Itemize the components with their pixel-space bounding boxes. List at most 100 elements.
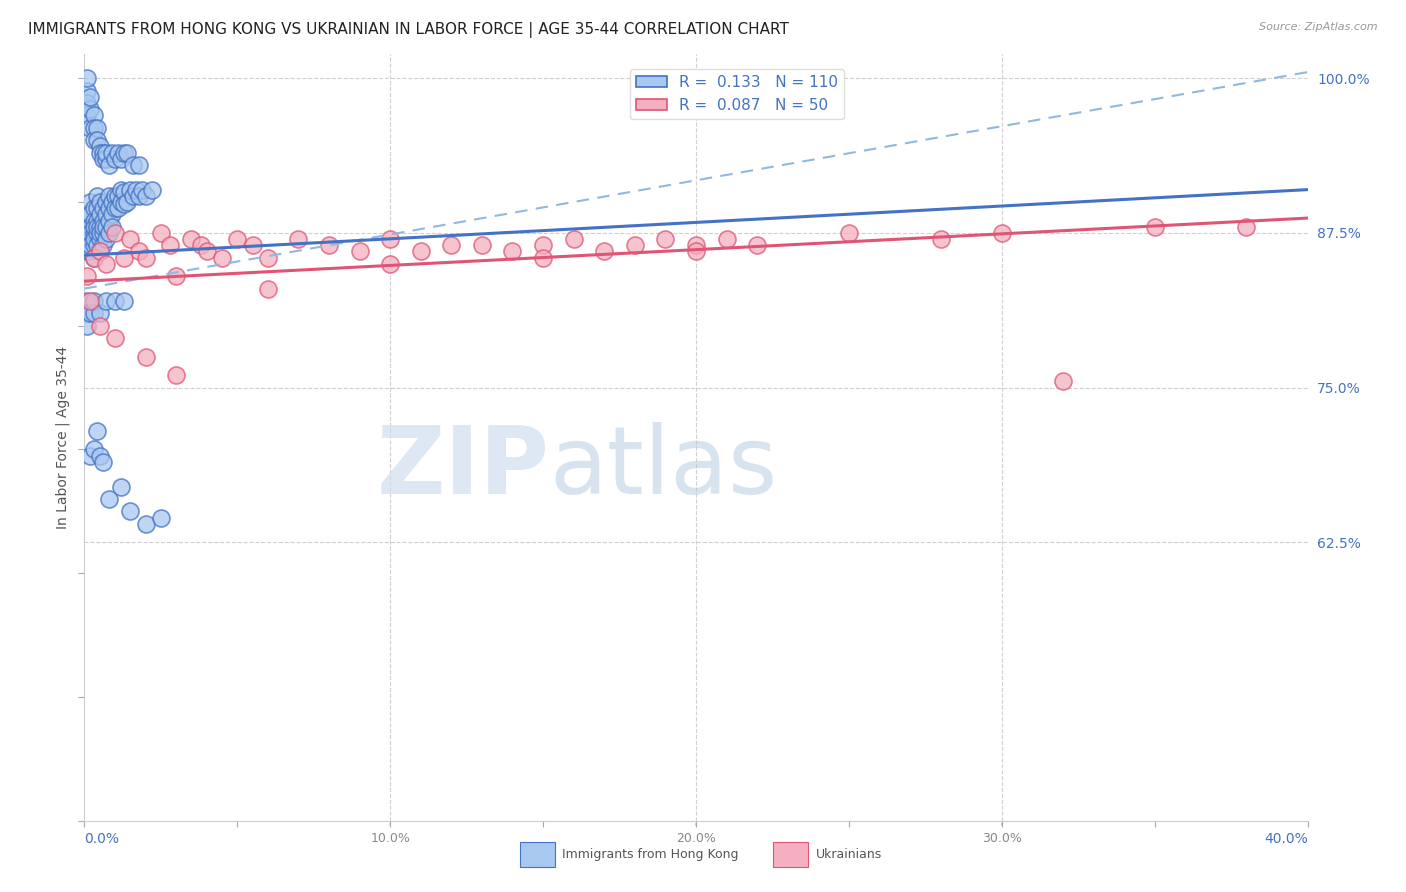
Point bbox=[76, 306, 98, 320]
Point bbox=[624, 238, 647, 252]
Point bbox=[120, 183, 142, 197]
Point bbox=[531, 251, 554, 265]
Point bbox=[91, 145, 114, 160]
Point bbox=[190, 238, 212, 252]
Point bbox=[131, 183, 153, 197]
Text: Ukrainians: Ukrainians bbox=[815, 848, 882, 861]
Point bbox=[86, 201, 108, 215]
Point bbox=[112, 145, 135, 160]
Point bbox=[747, 238, 769, 252]
Legend: R =  0.133   N = 110, R =  0.087   N = 50: R = 0.133 N = 110, R = 0.087 N = 50 bbox=[630, 69, 844, 119]
Point bbox=[107, 189, 129, 203]
Point bbox=[76, 244, 98, 259]
Point bbox=[91, 219, 114, 234]
Point bbox=[97, 189, 120, 203]
Point bbox=[107, 145, 129, 160]
Point bbox=[104, 189, 127, 203]
Point bbox=[502, 244, 524, 259]
Point bbox=[110, 479, 132, 493]
Point bbox=[562, 232, 585, 246]
Point bbox=[86, 133, 108, 147]
Point bbox=[83, 213, 105, 227]
Point bbox=[83, 219, 105, 234]
Point bbox=[91, 213, 114, 227]
Point bbox=[94, 219, 117, 234]
Point bbox=[94, 232, 117, 246]
Point bbox=[91, 201, 114, 215]
Point bbox=[89, 244, 111, 259]
Point bbox=[685, 244, 707, 259]
Point bbox=[83, 232, 105, 246]
Point bbox=[94, 207, 117, 221]
Text: ZIP: ZIP bbox=[377, 422, 550, 514]
Point bbox=[76, 226, 98, 240]
Point bbox=[86, 424, 108, 438]
Point bbox=[110, 183, 132, 197]
Point bbox=[149, 510, 172, 524]
Point bbox=[76, 71, 98, 86]
Point bbox=[89, 232, 111, 246]
Point bbox=[83, 120, 105, 135]
Point bbox=[91, 455, 114, 469]
Point bbox=[83, 108, 105, 122]
Point bbox=[149, 226, 172, 240]
Point bbox=[211, 251, 233, 265]
Point bbox=[180, 232, 202, 246]
Point bbox=[226, 232, 249, 246]
Point bbox=[122, 189, 145, 203]
Point bbox=[97, 201, 120, 215]
Point bbox=[89, 306, 111, 320]
Point bbox=[89, 207, 111, 221]
Point bbox=[83, 251, 105, 265]
Point bbox=[83, 306, 105, 320]
Point bbox=[440, 238, 463, 252]
Point bbox=[83, 238, 105, 252]
Point bbox=[86, 120, 108, 135]
Point bbox=[1052, 375, 1074, 389]
Point bbox=[76, 293, 98, 308]
Point bbox=[91, 238, 114, 252]
Point bbox=[128, 189, 150, 203]
Point bbox=[76, 269, 98, 284]
Point bbox=[89, 139, 111, 153]
Point bbox=[86, 213, 108, 227]
Point bbox=[115, 194, 138, 209]
Point bbox=[76, 318, 98, 333]
Point bbox=[104, 226, 127, 240]
Point bbox=[83, 226, 105, 240]
Text: atlas: atlas bbox=[550, 422, 778, 514]
Point bbox=[86, 189, 108, 203]
Point bbox=[929, 232, 952, 246]
Text: 20.0%: 20.0% bbox=[676, 831, 716, 845]
Point bbox=[83, 293, 105, 308]
Point bbox=[79, 90, 101, 104]
Point bbox=[76, 108, 98, 122]
Point bbox=[86, 238, 108, 252]
Point bbox=[593, 244, 616, 259]
Point bbox=[104, 152, 127, 166]
Point bbox=[380, 257, 402, 271]
Point bbox=[318, 238, 340, 252]
Text: Immigrants from Hong Kong: Immigrants from Hong Kong bbox=[562, 848, 740, 861]
Point bbox=[135, 350, 157, 364]
Point bbox=[89, 244, 111, 259]
Point bbox=[349, 244, 371, 259]
Point bbox=[79, 194, 101, 209]
Point bbox=[165, 368, 187, 383]
Point bbox=[122, 158, 145, 172]
Point bbox=[141, 183, 163, 197]
Point bbox=[101, 219, 124, 234]
Point bbox=[79, 226, 101, 240]
Point bbox=[115, 145, 138, 160]
Point bbox=[104, 331, 127, 345]
Point bbox=[257, 282, 280, 296]
Point bbox=[89, 226, 111, 240]
Point bbox=[94, 152, 117, 166]
Point bbox=[838, 226, 860, 240]
Point bbox=[89, 449, 111, 463]
Point bbox=[112, 251, 135, 265]
Point bbox=[135, 251, 157, 265]
Point bbox=[112, 185, 135, 199]
Point bbox=[409, 244, 432, 259]
Point bbox=[380, 232, 402, 246]
